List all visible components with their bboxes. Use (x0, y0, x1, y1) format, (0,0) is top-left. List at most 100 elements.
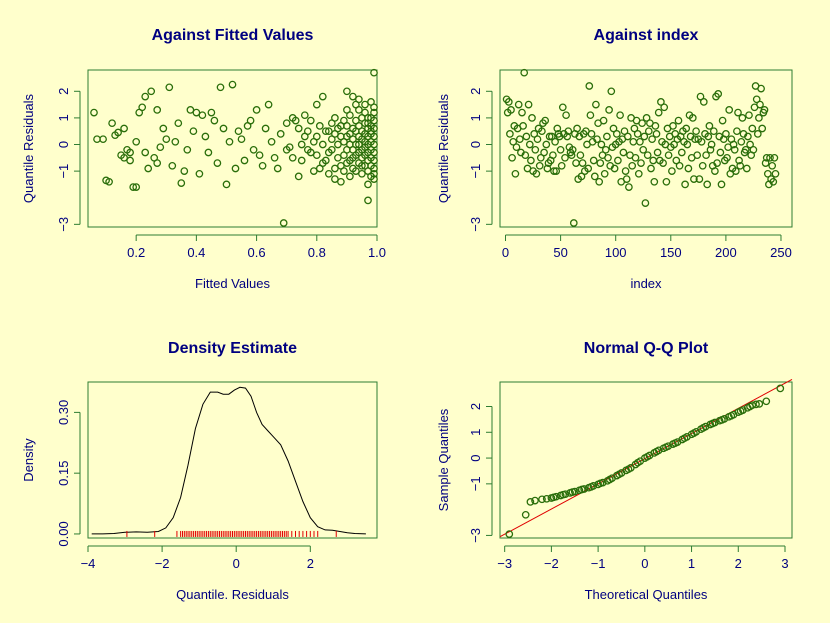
fitted-data-point (318, 159, 327, 167)
index-data-point (578, 159, 587, 167)
index-data-point (504, 98, 513, 106)
fitted-x-tick-label: 0.6 (248, 245, 266, 260)
qq-data-point (596, 479, 605, 488)
index-data-point (653, 148, 662, 157)
qq-data-point (727, 411, 736, 420)
index-data-point (639, 145, 648, 154)
index-data-point (595, 177, 604, 186)
qq-data-point (680, 434, 689, 443)
qq-x-tick-label: 1 (688, 556, 695, 571)
index-data-point (605, 106, 613, 114)
fitted-data-point (370, 103, 378, 112)
index-data-point (569, 219, 578, 227)
fitted-data-point (156, 143, 165, 152)
index-data-point (735, 156, 743, 165)
fitted-data-point (331, 164, 339, 173)
qq-data-point (521, 510, 530, 519)
index-data-point (746, 140, 754, 149)
fitted-data-point (261, 124, 270, 133)
index-data-point (562, 111, 570, 120)
index-data-point (536, 153, 545, 162)
fitted-data-point (312, 132, 321, 141)
fitted-data-point (340, 116, 348, 125)
fitted-data-point (324, 148, 333, 157)
index-data-point (642, 114, 651, 122)
qq-x-tick-label: −1 (591, 556, 606, 571)
index-y-tick-label: 2 (468, 88, 483, 95)
fitted-data-point (210, 116, 219, 125)
index-data-point (621, 167, 630, 175)
fitted-data-point (177, 179, 186, 187)
fitted-data-point (222, 180, 231, 189)
fitted-data-point (337, 177, 345, 186)
fitted-data-point (300, 111, 309, 120)
index-data-point (644, 127, 653, 136)
density-x-tick-label: −4 (81, 556, 96, 571)
fitted-data-point (273, 164, 282, 173)
index-data-point (657, 98, 665, 106)
index-data-point (647, 164, 655, 173)
index-data-point (736, 161, 745, 170)
fitted-data-point (126, 148, 134, 157)
index-data-point (625, 183, 633, 191)
qq-data-point (699, 424, 708, 432)
fitted-data-point (189, 127, 198, 136)
fitted-data-point (264, 100, 273, 109)
fitted-y-axis-label: Quantile Residuals (21, 93, 36, 203)
fitted-x-tick-label: 0.2 (127, 245, 145, 260)
index-data-point (693, 151, 702, 160)
index-data-point (643, 151, 652, 160)
index-data-point (540, 148, 548, 157)
index-data-point (541, 116, 550, 125)
fitted-data-point (153, 106, 162, 114)
fitted-data-point (138, 103, 147, 112)
fitted-y-tick-label: −1 (56, 164, 71, 179)
index-data-point (682, 124, 691, 133)
fitted-data-point (294, 172, 303, 181)
fitted-data-point (243, 122, 252, 130)
density-density-curve (91, 386, 366, 535)
index-data-point (733, 127, 741, 136)
index-data-point (659, 159, 667, 167)
index-data-point (616, 111, 624, 120)
fitted-data-point (144, 164, 153, 173)
index-data-point (601, 145, 610, 154)
index-x-axis-label: index (630, 276, 662, 291)
fitted-data-point (324, 127, 333, 136)
fitted-data-point (252, 106, 261, 114)
fitted-data-point (207, 108, 216, 117)
index-data-point (749, 145, 758, 154)
index-data-point (744, 132, 752, 141)
index-x-tick-label: 100 (605, 245, 627, 260)
index-data-point (691, 135, 699, 144)
index-data-point (640, 132, 649, 141)
index-data-point (768, 161, 777, 170)
index-data-point (697, 137, 706, 146)
fitted-data-point (297, 156, 306, 165)
index-data-point (563, 132, 572, 141)
density-x-tick-label: −2 (155, 556, 170, 571)
fitted-data-point (318, 140, 327, 149)
index-data-point (650, 177, 659, 186)
density-x-tick-label: 0 (233, 556, 240, 571)
density-y-tick-label: 0.15 (56, 461, 71, 486)
index-data-point (674, 116, 683, 125)
qq-reference-line (499, 378, 793, 538)
fitted-data-point (219, 124, 228, 133)
fitted-data-point (231, 164, 240, 173)
qq-data-point (643, 452, 652, 461)
qq-data-point (708, 419, 717, 428)
index-data-point (771, 169, 780, 178)
index-data-point (704, 132, 713, 141)
qq-x-tick-label: −2 (544, 556, 559, 571)
index-data-point (511, 169, 520, 178)
index-y-tick-label: −3 (468, 217, 483, 232)
index-data-point (688, 114, 697, 122)
fitted-data-point (364, 196, 372, 205)
fitted-data-point (213, 159, 222, 167)
fitted-data-point (234, 127, 243, 136)
fitted-data-point (367, 114, 375, 122)
index-data-point (696, 92, 705, 101)
fitted-data-point (349, 92, 357, 101)
index-data-point (638, 119, 646, 128)
